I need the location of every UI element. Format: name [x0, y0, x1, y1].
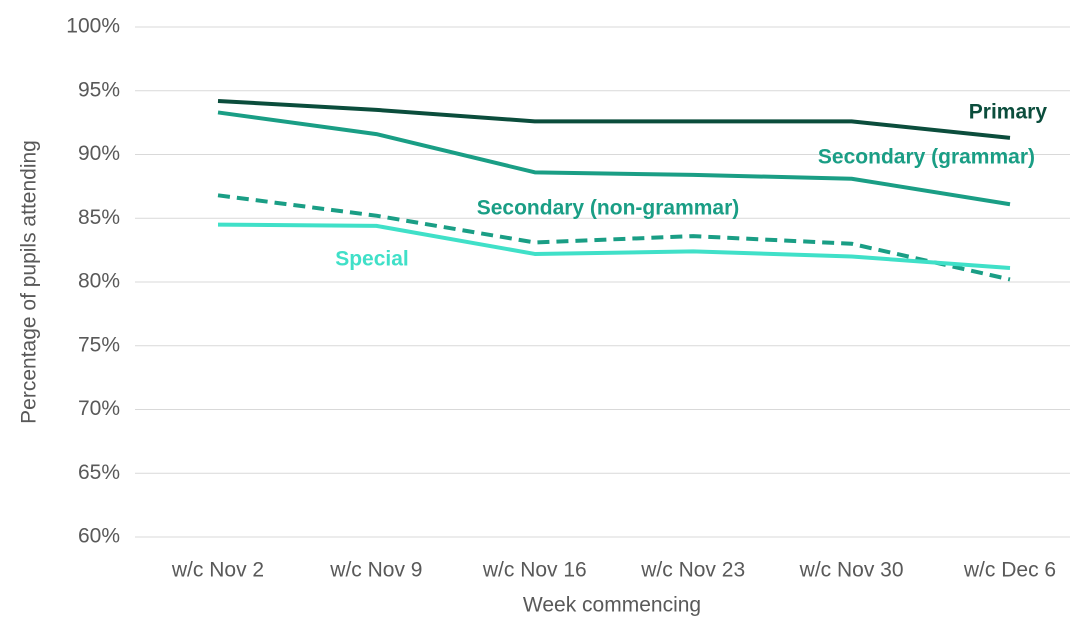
y-tick-label: 60% — [78, 525, 120, 548]
x-tick-label: w/c Nov 9 — [329, 559, 422, 582]
y-tick-label: 70% — [78, 397, 120, 420]
y-axis-label: Percentage of pupils attending — [18, 140, 41, 424]
series-label: Secondary (non-grammar) — [477, 197, 740, 220]
x-tick-label: w/c Nov 30 — [799, 559, 904, 582]
series-line — [217, 222, 1011, 270]
series-label: Special — [335, 248, 409, 271]
y-tick-label: 95% — [78, 78, 120, 101]
series-line — [217, 110, 1011, 207]
y-tick-label: 90% — [78, 142, 120, 165]
x-tick-label: w/c Dec 6 — [963, 559, 1056, 582]
y-tick-label: 80% — [78, 270, 120, 293]
x-tick-label: w/c Nov 23 — [640, 559, 745, 582]
x-axis-label: Week commencing — [523, 594, 701, 617]
y-tick-label: 75% — [78, 333, 120, 356]
x-tick-label: w/c Nov 2 — [171, 559, 264, 582]
y-tick-label: 65% — [78, 461, 120, 484]
series-line — [217, 98, 1011, 140]
y-tick-label: 100% — [66, 15, 120, 38]
series-label: Secondary (grammar) — [818, 146, 1035, 169]
x-tick-label: w/c Nov 16 — [482, 559, 587, 582]
y-tick-label: 85% — [78, 206, 120, 229]
series-label: Primary — [969, 101, 1048, 124]
series-line — [217, 193, 1011, 282]
